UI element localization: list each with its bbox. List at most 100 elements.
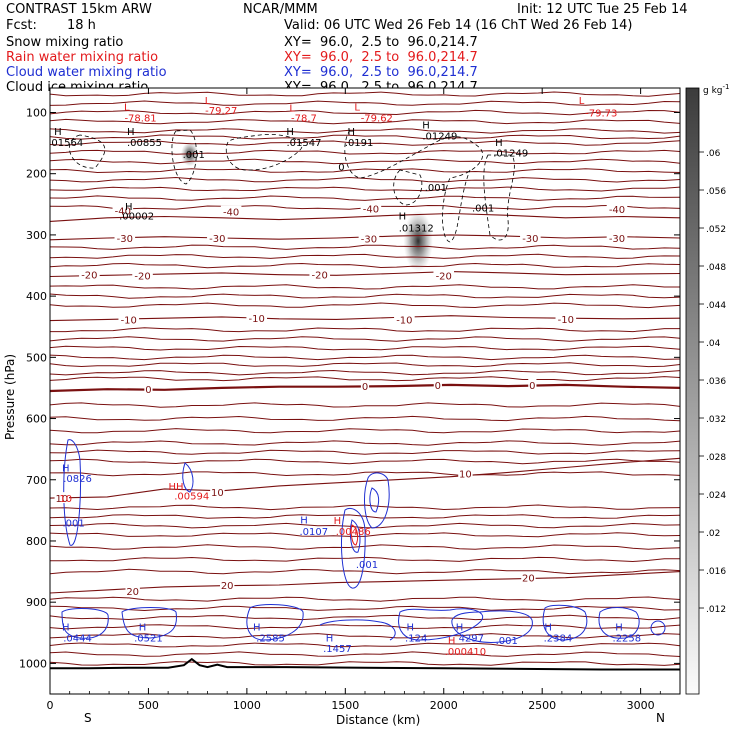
contour-label-bg xyxy=(360,380,370,392)
extremum-label: .001 xyxy=(62,519,84,530)
extremum-label: .2585 xyxy=(256,634,285,645)
contour-label: 0 xyxy=(145,385,151,396)
contour-label-bg xyxy=(54,492,70,504)
contour-label-bg xyxy=(555,312,577,324)
isotherm-10 xyxy=(50,457,680,499)
contour-label: -20 xyxy=(81,271,97,282)
extremum-label: H xyxy=(615,623,623,634)
colorbar-tick-label: .036 xyxy=(706,377,726,387)
x-tick-label: 2500 xyxy=(528,699,556,712)
contour-label: -30 xyxy=(361,235,377,246)
extremum-label: .0107 xyxy=(299,527,328,538)
temperature-line xyxy=(50,471,680,477)
extremum-label: H xyxy=(62,464,70,475)
contour-label: -10 xyxy=(121,315,137,326)
extremum-label: H xyxy=(544,623,552,634)
temperature-line xyxy=(50,458,680,465)
ice-contour xyxy=(393,169,423,206)
extremum-label: 10 xyxy=(59,494,72,505)
forecast-hour: 18 h xyxy=(67,18,96,33)
contour-label-bg xyxy=(125,585,140,597)
extremum-label: H xyxy=(300,516,308,527)
colorbar-tick-label: .012 xyxy=(706,605,726,615)
contour-label: 10 xyxy=(211,488,224,499)
center-name: NCAR/MMM xyxy=(243,2,318,17)
temperature-line xyxy=(50,568,680,575)
cloud-water-contour xyxy=(369,487,380,513)
terrain-profile xyxy=(50,657,680,671)
cloud-water-contour xyxy=(349,519,361,553)
isotherm-minus40 xyxy=(50,212,680,222)
x-tick-label: 500 xyxy=(138,699,159,712)
extremum-label: -79.73 xyxy=(585,108,617,119)
rain-contours xyxy=(350,524,359,546)
colorbar-tick-label: .028 xyxy=(706,453,726,463)
y-tick-label: 800 xyxy=(26,535,47,548)
extremum-label: 0 xyxy=(338,162,344,173)
contour-label: 20 xyxy=(221,581,234,592)
temperature-line xyxy=(50,168,680,174)
temperature-line xyxy=(50,128,680,134)
colorbar-tick-label: .016 xyxy=(706,567,726,577)
isotherm-20 xyxy=(50,571,680,594)
temperature-line xyxy=(50,428,680,434)
temperature-line xyxy=(50,345,680,351)
contour-label: 0 xyxy=(435,381,441,392)
contour-label-bg xyxy=(132,269,153,281)
temperature-line xyxy=(50,661,680,666)
field-name-rain: Rain water mixing ratio xyxy=(6,50,159,65)
ice-contour xyxy=(483,154,515,241)
y-tick-label: 1000 xyxy=(19,657,47,670)
extremum-label: H xyxy=(253,623,261,634)
y-tick-label: 200 xyxy=(26,168,47,181)
cloud-water-contour xyxy=(398,608,483,641)
extremum-label: H xyxy=(495,138,503,149)
extremum-label: H xyxy=(286,127,294,138)
temperature-line xyxy=(50,284,680,290)
extremum-label: H xyxy=(422,121,430,132)
extremum-label: H xyxy=(62,623,70,634)
extremum-label: .01249 xyxy=(493,148,528,159)
extremum-label: L xyxy=(579,96,585,107)
contour-label: 20 xyxy=(522,574,535,585)
contour-label-bg xyxy=(246,312,268,324)
contour-label: -30 xyxy=(117,234,133,245)
contour-label: -40 xyxy=(363,205,379,216)
extremum-label: H xyxy=(127,127,135,138)
ice-shading-blob xyxy=(403,210,433,272)
contour-label-bg xyxy=(528,378,537,390)
extremum-label: .001 xyxy=(496,636,518,647)
rain-contour xyxy=(350,524,359,546)
y-tick-label: 700 xyxy=(26,474,47,487)
x-tick-label: 2000 xyxy=(430,699,458,712)
contour-label: 0 xyxy=(529,381,535,392)
extrema-labels: L-78.81L-79.27 L-78.7L-79.62L-79.73H.0156… xyxy=(50,96,641,658)
y-tick-label: 300 xyxy=(26,229,47,242)
temperature-line xyxy=(50,369,680,376)
temperature-line xyxy=(50,253,680,259)
extremum-label: -78.7 xyxy=(291,113,317,124)
colorbar-tick-label: .024 xyxy=(706,491,726,501)
x-tick-label: 3000 xyxy=(627,699,655,712)
temperature-line xyxy=(50,149,680,155)
ice-contour xyxy=(344,129,483,243)
contour-label: -40 xyxy=(115,206,131,217)
ice-contours xyxy=(69,129,515,243)
extremum-label: .00594 xyxy=(174,492,209,503)
contour-label-bg xyxy=(220,205,242,217)
colorbar-tick-label: .056 xyxy=(706,187,726,197)
contour-label-bg xyxy=(360,202,382,214)
cloud-water-contour xyxy=(341,507,366,589)
axes: 0 500 1000 1500 2000 2500 30001002003004005006… xyxy=(19,88,680,712)
cloud-water-contour xyxy=(61,607,109,639)
temperature-line xyxy=(50,118,680,125)
field-xy-snow: XY= 96.0, 2.5 to 96.0,214.7 xyxy=(284,35,478,50)
cloud-water-contour xyxy=(63,439,81,546)
temperature-line xyxy=(50,302,680,309)
x-tick-label: 1500 xyxy=(331,699,359,712)
temperature-line xyxy=(50,186,680,192)
temperature-line xyxy=(50,362,680,368)
extremum-label: .00002 xyxy=(119,211,154,222)
contour-label: -30 xyxy=(522,234,538,245)
